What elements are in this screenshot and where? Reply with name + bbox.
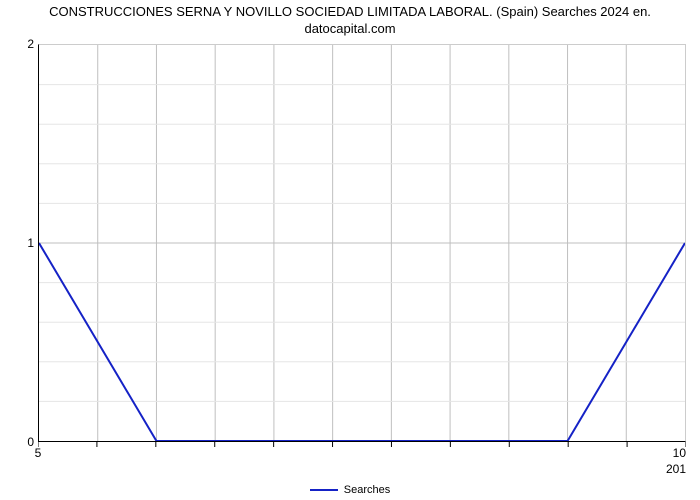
chart-title: CONSTRUCCIONES SERNA Y NOVILLO SOCIEDAD … <box>0 4 700 38</box>
legend-swatch <box>310 489 338 491</box>
legend: Searches <box>0 484 700 496</box>
chart-title-line1: CONSTRUCCIONES SERNA Y NOVILLO SOCIEDAD … <box>49 4 651 19</box>
y-tick-label: 1 <box>27 236 34 250</box>
legend-label: Searches <box>344 484 390 496</box>
y-tick-label: 0 <box>27 435 34 449</box>
plot-area <box>38 44 686 442</box>
x-tick-label: 5 <box>35 446 42 460</box>
x-year-label: 201 <box>666 462 686 476</box>
x-tick-label: 10 <box>673 446 686 460</box>
chart-title-line2: datocapital.com <box>304 21 395 36</box>
line-chart: CONSTRUCCIONES SERNA Y NOVILLO SOCIEDAD … <box>0 0 700 500</box>
y-tick-label: 2 <box>27 37 34 51</box>
x-ticks-svg <box>38 442 686 448</box>
data-line-svg <box>39 45 685 441</box>
